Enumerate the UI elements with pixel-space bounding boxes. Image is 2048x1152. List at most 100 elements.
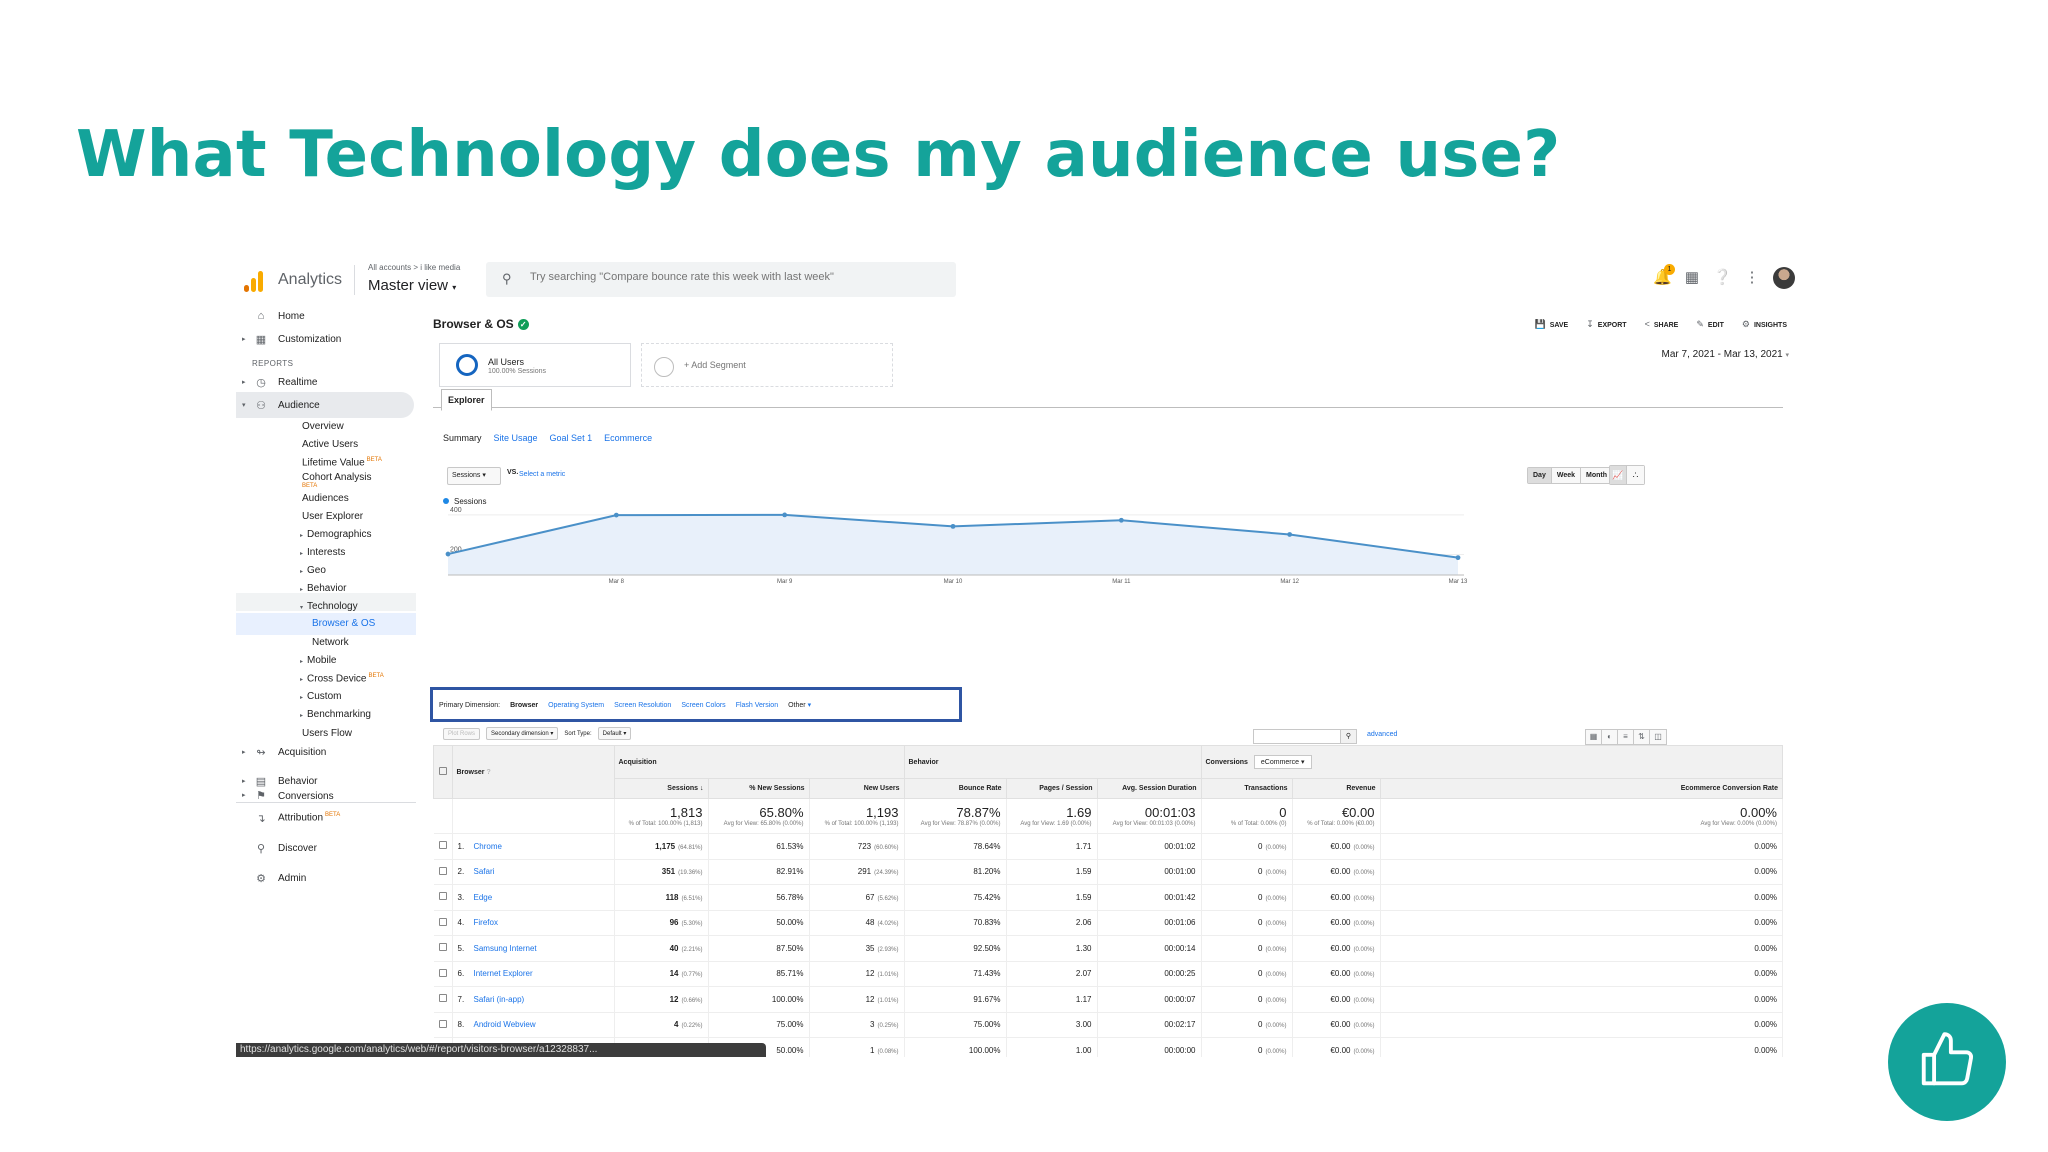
row-checkbox[interactable] [438, 841, 447, 850]
select-metric-link[interactable]: Select a metric [519, 471, 566, 478]
sidebar-item-acquisition[interactable]: ▸ ↬ Acquisition [236, 739, 416, 765]
sidebar-item-lifetime-value[interactable]: Lifetime Value BETA [302, 457, 382, 468]
sidebar-item-interests[interactable]: ▸ Interests [300, 547, 345, 558]
dimension-browser[interactable]: Browser [510, 701, 539, 709]
add-segment-button[interactable]: + Add Segment [641, 343, 893, 387]
tab-explorer[interactable]: Explorer [441, 389, 492, 411]
sidebar-item-user-explorer[interactable]: User Explorer [302, 511, 364, 522]
search-input[interactable] [530, 271, 930, 283]
browser-col-header[interactable]: Browser ? [451, 745, 615, 799]
sidebar-item-admin[interactable]: ⚙ Admin [236, 865, 416, 891]
table-row[interactable]: 2. Safari 351 (19.36%) 82.91% 291 (24.39%) 81.2… [433, 859, 1783, 885]
sidebar-item-users-flow[interactable]: Users Flow [302, 728, 353, 739]
sidebar-item-benchmarking[interactable]: ▸ Benchmarking [300, 709, 371, 720]
pie-view-icon[interactable]: ◐ [1602, 730, 1618, 744]
more-vert-icon[interactable]: ⋮ [1744, 269, 1760, 286]
dimension-operating-system[interactable]: Operating System [548, 701, 605, 709]
line-chart-icon[interactable]: 📈 [1610, 466, 1627, 484]
sidebar-item-conversions[interactable]: ▸ ⚑ Conversions [236, 789, 416, 802]
account-breadcrumb[interactable]: All accounts > i like media [368, 263, 461, 272]
browser-link[interactable]: Samsung Internet [473, 943, 537, 953]
col-new-sessions[interactable]: % New Sessions [707, 778, 810, 799]
sidebar-item-realtime[interactable]: ▸ ◷ Realtime [236, 369, 416, 395]
advanced-filter-link[interactable]: advanced [1367, 731, 1398, 738]
sidebar-item-behavior[interactable]: ▸ ▤ Behavior [236, 768, 416, 794]
save-button[interactable]: 💾 SAVE [1534, 319, 1568, 330]
sidebar-item-attribution[interactable]: ↴ Attribution BETA [236, 805, 416, 831]
browser-link[interactable]: Firefox [473, 918, 498, 928]
row-checkbox[interactable] [438, 968, 447, 977]
search-icon[interactable]: ⚲ [1340, 730, 1356, 743]
sidebar-item-browser-os[interactable]: Browser & OS [236, 613, 416, 635]
comparison-view-icon[interactable]: ⇅ [1634, 730, 1650, 744]
table-row[interactable]: 4. Firefox 96 (5.30%) 50.00% 48 (4.02%) 70.83% 2… [433, 910, 1783, 936]
browser-link[interactable]: Safari [473, 867, 495, 877]
sidebar-item-cohort-analysis[interactable]: Cohort Analysis BETA [302, 472, 371, 494]
col-transactions[interactable]: Transactions [1200, 778, 1293, 799]
table-row[interactable]: 6. Internet Explorer 14 (0.77%) 85.71% 12 (1.0… [433, 961, 1783, 987]
export-button[interactable]: ↧ EXPORT [1586, 319, 1626, 330]
insights-button[interactable]: ⚙ INSIGHTS [1742, 319, 1787, 330]
table-row[interactable]: 8. Android Webview 4 (0.22%) 75.00% 3 (0.25%) 7… [433, 1012, 1783, 1038]
sidebar-item-audiences[interactable]: Audiences [302, 493, 349, 504]
help-icon[interactable]: ❔ [1713, 269, 1732, 286]
sidebar-item-mobile[interactable]: ▸ Mobile [300, 655, 336, 666]
sidebar-item-home[interactable]: ⌂ Home [236, 303, 416, 329]
sort-type-select[interactable]: Default ▾ [597, 727, 632, 740]
browser-link[interactable]: Android Webview [473, 1020, 536, 1030]
granularity-week[interactable]: Week [1551, 468, 1582, 483]
sidebar-item-cross-device[interactable]: ▸ Cross Device BETA [300, 673, 384, 684]
col-new-users[interactable]: New Users [808, 778, 905, 799]
subtab-summary[interactable]: Summary [443, 433, 482, 443]
subtab-site-usage[interactable]: Site Usage [493, 433, 538, 443]
edit-button[interactable]: ✎ EDIT [1696, 319, 1724, 330]
sidebar-item-technology[interactable]: ▾ Technology [300, 601, 358, 612]
sidebar-item-demographics[interactable]: ▸ Demographics [300, 529, 372, 540]
row-checkbox[interactable] [438, 892, 447, 901]
select-all-checkbox[interactable] [438, 767, 447, 775]
avatar[interactable] [1773, 267, 1795, 289]
sidebar-item-customization[interactable]: ▸ ▦ Customization [236, 326, 416, 352]
row-checkbox[interactable] [438, 917, 447, 926]
row-checkbox[interactable] [438, 943, 447, 952]
dimension-flash-version[interactable]: Flash Version [735, 701, 779, 709]
col-revenue[interactable]: Revenue [1291, 778, 1381, 799]
sidebar-item-audience[interactable]: ▾ ⚇ Audience [236, 392, 414, 418]
dimension-screen-colors[interactable]: Screen Colors [681, 701, 726, 709]
pivot-view-icon[interactable]: ◫ [1650, 730, 1666, 744]
dimension-screen-resolution[interactable]: Screen Resolution [614, 701, 672, 709]
col-bounce-rate[interactable]: Bounce Rate [903, 778, 1007, 799]
metric-select[interactable]: Sessions ▾ [447, 467, 501, 485]
col-pages-session[interactable]: Pages / Session [1005, 778, 1098, 799]
plot-rows-button[interactable]: Plot Rows [443, 727, 481, 740]
sidebar-item-discover[interactable]: ⚲ Discover [236, 835, 416, 861]
motion-chart-icon[interactable]: ∴ [1627, 466, 1644, 484]
row-checkbox[interactable] [438, 1019, 447, 1028]
date-range-picker[interactable]: Mar 7, 2021 - Mar 13, 2021 ▾ [1662, 349, 1789, 360]
sidebar-item-custom[interactable]: ▸ Custom [300, 691, 341, 702]
data-view-icon[interactable]: ▦ [1586, 730, 1602, 744]
segment-all-users[interactable]: All Users 100.00% Sessions [439, 343, 631, 387]
conversions-select[interactable]: eCommerce ▾ [1253, 755, 1312, 769]
sidebar-item-active-users[interactable]: Active Users [302, 439, 359, 450]
sidebar-item-overview[interactable]: Overview [302, 421, 344, 432]
browser-link[interactable]: Internet Explorer [473, 969, 533, 979]
granularity-month[interactable]: Month [1581, 468, 1613, 483]
view-selector[interactable]: Master view ▾ [368, 277, 456, 294]
secondary-dimension-select[interactable]: Secondary dimension ▾ [486, 727, 559, 740]
apps-grid-icon[interactable]: ▦ [1684, 269, 1700, 286]
col-sessions[interactable]: Sessions ↓ [613, 778, 709, 799]
granularity-day[interactable]: Day [1528, 468, 1552, 483]
col-avg-duration[interactable]: Avg. Session Duration [1096, 778, 1202, 799]
browser-link[interactable]: Safari (in-app) [473, 994, 525, 1004]
table-row[interactable]: 1. Chrome 1,175 (64.81%) 61.53% 723 (60.60%) 78… [433, 833, 1783, 860]
row-checkbox[interactable] [438, 994, 447, 1003]
dimension-other[interactable]: Other ▾ [788, 702, 812, 709]
table-row[interactable]: 3. Edge 118 (6.51%) 56.78% 67 (5.62%) 75.42% 1.5… [433, 884, 1783, 911]
row-checkbox[interactable] [438, 866, 447, 875]
browser-link[interactable]: Edge [473, 892, 493, 902]
analytics-logo-icon[interactable] [244, 270, 264, 292]
search-bar[interactable]: ⚲ [486, 262, 956, 297]
table-row[interactable]: 5. Samsung Internet 40 (2.21%) 87.50% 35 (2.93… [433, 935, 1783, 962]
sidebar-item-network[interactable]: Network [312, 637, 349, 648]
